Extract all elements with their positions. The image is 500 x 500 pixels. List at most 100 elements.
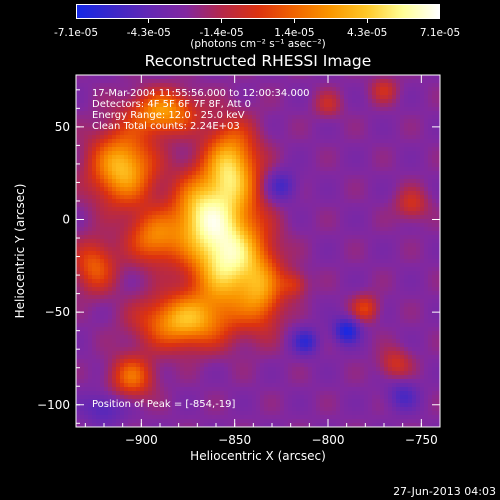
heatmap-cell [436, 175, 441, 180]
heatmap-cell [96, 159, 101, 164]
heatmap-cell [224, 259, 229, 264]
heatmap-cell [204, 115, 209, 120]
heatmap-cell [368, 203, 373, 208]
heatmap-cell [272, 227, 277, 232]
heatmap-cell [232, 123, 237, 128]
heatmap-cell [160, 111, 165, 116]
heatmap-cell [352, 259, 357, 264]
heatmap-cell [256, 247, 261, 252]
heatmap-cell [392, 247, 397, 252]
heatmap-cell [128, 79, 133, 84]
heatmap-cell [92, 163, 97, 168]
heatmap-cell [228, 283, 233, 288]
heatmap-cell [348, 75, 353, 80]
heatmap-cell [328, 183, 333, 188]
heatmap-cell [376, 155, 381, 160]
heatmap-cell [304, 95, 309, 100]
heatmap-cell [288, 291, 293, 296]
heatmap-cell [368, 199, 373, 204]
heatmap-cell [212, 147, 217, 152]
heatmap-cell [408, 135, 413, 140]
heatmap-cell [84, 251, 89, 256]
heatmap-cell [112, 271, 117, 276]
heatmap-cell [280, 219, 285, 224]
heatmap-cell [216, 147, 221, 152]
heatmap-cell [212, 167, 217, 172]
heatmap-cell [388, 191, 393, 196]
heatmap-cell [300, 267, 305, 272]
heatmap-cell [96, 247, 101, 252]
heatmap-cell [336, 151, 341, 156]
heatmap-cell [200, 291, 205, 296]
heatmap-cell [364, 99, 369, 104]
heatmap-cell [316, 187, 321, 192]
heatmap-cell [240, 195, 245, 200]
heatmap-cell [384, 239, 389, 244]
heatmap-cell [228, 259, 233, 264]
heatmap-cell [96, 79, 101, 84]
heatmap-cell [104, 107, 109, 112]
heatmap-cell [272, 207, 277, 212]
heatmap-cell [136, 263, 141, 268]
heatmap-cell [388, 119, 393, 124]
heatmap-cell [404, 207, 409, 212]
heatmap-cell [424, 239, 429, 244]
heatmap-cell [272, 163, 277, 168]
heatmap-cell [320, 259, 325, 264]
heatmap-cell [168, 87, 173, 92]
heatmap-cell [368, 255, 373, 260]
heatmap-cell [116, 279, 121, 284]
heatmap-cell [200, 191, 205, 196]
heatmap-cell [200, 267, 205, 272]
heatmap-cell [340, 199, 345, 204]
heatmap-cell [284, 271, 289, 276]
heatmap-cell [132, 291, 137, 296]
heatmap-cell [200, 83, 205, 88]
heatmap-cell [112, 223, 117, 228]
heatmap-cell [344, 183, 349, 188]
heatmap-cell [216, 231, 221, 236]
heatmap-cell [312, 83, 317, 88]
heatmap-cell [436, 107, 441, 112]
heatmap-cell [184, 171, 189, 176]
heatmap-cell [148, 207, 153, 212]
heatmap-cell [228, 227, 233, 232]
heatmap-cell [412, 195, 417, 200]
heatmap-cell [248, 243, 253, 248]
heatmap-cell [424, 159, 429, 164]
heatmap-cell [276, 87, 281, 92]
heatmap-cell [100, 147, 105, 152]
heatmap-cell [236, 223, 241, 228]
heatmap-cell [152, 159, 157, 164]
heatmap-cell [300, 135, 305, 140]
heatmap-cell [124, 131, 129, 136]
heatmap-cell [232, 267, 237, 272]
heatmap-cell [100, 203, 105, 208]
heatmap-cell [404, 147, 409, 152]
heatmap-cell [156, 107, 161, 112]
heatmap-cell [80, 215, 85, 220]
heatmap-cell [120, 255, 125, 260]
heatmap-cell [288, 227, 293, 232]
heatmap-cell [304, 91, 309, 96]
heatmap-cell [160, 191, 165, 196]
heatmap-cell [140, 163, 145, 168]
heatmap-cell [280, 207, 285, 212]
heatmap-cell [316, 267, 321, 272]
heatmap-cell [148, 83, 153, 88]
heatmap-cell [132, 207, 137, 212]
heatmap-cell [400, 99, 405, 104]
heatmap-cell [332, 151, 337, 156]
heatmap-cell [96, 283, 101, 288]
heatmap-cell [220, 275, 225, 280]
heatmap-cell [228, 119, 233, 124]
heatmap-cell [132, 275, 137, 280]
heatmap-cell [208, 183, 213, 188]
heatmap-cell [276, 151, 281, 156]
heatmap-cell [168, 163, 173, 168]
heatmap-cell [220, 287, 225, 292]
heatmap-cell [320, 131, 325, 136]
heatmap-cell [408, 235, 413, 240]
heatmap-cell [304, 187, 309, 192]
heatmap-cell [372, 159, 377, 164]
